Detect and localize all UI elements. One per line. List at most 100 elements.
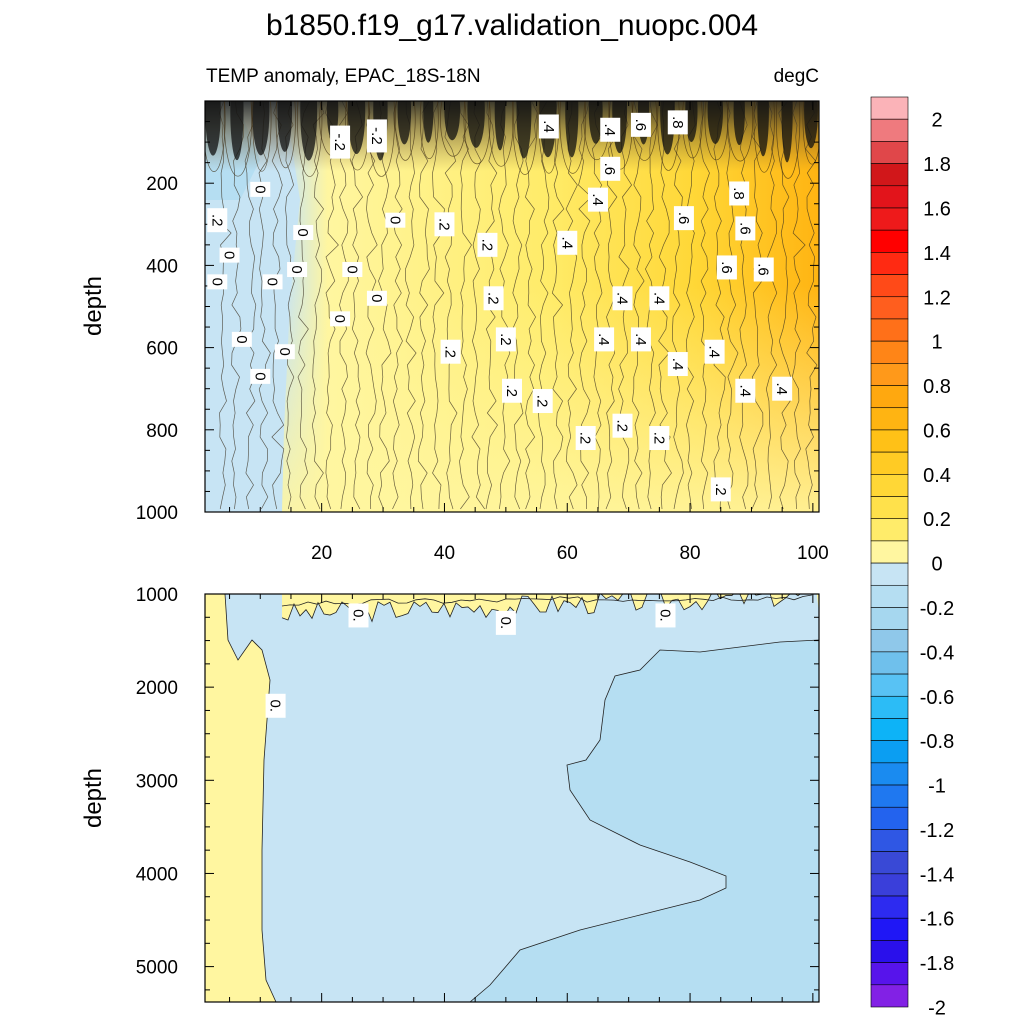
- contour-label-text: 0: [368, 294, 385, 302]
- contour-label-text: 0.: [657, 609, 674, 622]
- upper-dark-blob: [516, 101, 532, 159]
- contour-label: 0: [330, 311, 351, 327]
- colorbar-label: 1.6: [923, 198, 951, 220]
- colorbar-box: [870, 340, 909, 364]
- colorbar-label: 1.2: [923, 287, 951, 309]
- contour-label-box: [342, 262, 363, 278]
- lower-contour-lines: [224, 594, 819, 1002]
- lower-frame: [204, 593, 820, 1003]
- contour-label-text: 0: [251, 372, 268, 380]
- contour-label-text: 0.: [497, 617, 514, 630]
- contour-label-text: .4: [773, 382, 790, 395]
- colorbar-label: -0.4: [920, 642, 954, 664]
- contour-label: .4: [600, 117, 621, 142]
- colorbar-label: 1.4: [923, 243, 951, 265]
- contour-label-text: 0: [233, 335, 250, 343]
- contour-label: .4: [557, 230, 578, 255]
- contour-label-text: 0: [288, 265, 305, 273]
- contour-label-box: [704, 339, 725, 364]
- colorbar-box: [870, 718, 909, 741]
- colorbar-label: 0: [931, 554, 942, 576]
- colorbar-box: [870, 229, 909, 253]
- contour-label-box: [207, 274, 228, 290]
- upper-dark-blob: [397, 101, 412, 145]
- contour-label-text: .4: [589, 193, 606, 206]
- contour-label-box: [440, 339, 461, 364]
- contour-label: 0: [342, 262, 363, 278]
- colorbar-box: [870, 784, 909, 808]
- contour-label: -.2: [330, 125, 351, 159]
- lower-ytick-label: 2000: [136, 678, 178, 699]
- colorbar-box: [870, 118, 909, 142]
- lower-axis-ticks: 1000 2000 3000 4000 5000: [136, 585, 819, 1002]
- contour-label-box: [710, 477, 731, 502]
- contour-label-box: [649, 286, 670, 311]
- contour-label: 0: [219, 247, 240, 263]
- contour-label-box: [667, 352, 688, 377]
- contour-label-text: .4: [540, 120, 557, 133]
- lower-warm-left: [205, 594, 276, 1002]
- contour-label-text: .4: [601, 124, 618, 137]
- contour-label: .4: [587, 187, 608, 212]
- upper-panel: 20 40 60 80 100 200 400 600 800 1000 -.2 -.2 .4 .4 .6…: [80, 100, 829, 564]
- contour-label: .4: [772, 376, 793, 401]
- upper-dark-blob: [277, 101, 293, 152]
- colorbar-box: [870, 163, 909, 187]
- lower-contour-labels: 0. 0. 0. 0.: [265, 603, 676, 718]
- contour-label-box: [293, 225, 314, 241]
- contour-label-box: [250, 181, 271, 197]
- contour-label: .2: [710, 477, 731, 502]
- contour-label-box: [716, 255, 737, 280]
- contour-label-box: [262, 274, 283, 290]
- contour-label-text: .2: [503, 384, 520, 397]
- upper-dark-blob-ring: [775, 101, 801, 179]
- contour-label-text: .6: [736, 222, 753, 235]
- contour-label: .6: [735, 216, 756, 241]
- contour-label: 0: [366, 290, 387, 306]
- colorbar-label: -2: [928, 998, 946, 1020]
- upper-dark-blob-ring: [297, 101, 323, 177]
- upper-dark-blob-ring: [727, 101, 754, 162]
- contour-label: .2: [502, 378, 522, 403]
- colorbar-box: [870, 96, 909, 120]
- contour-label-text: .8: [669, 116, 686, 129]
- contour-label-box: [630, 112, 651, 137]
- contour-label-text: 0: [221, 251, 238, 259]
- colorbar-box: [870, 296, 909, 320]
- upper-dark-blob-ring: [345, 101, 370, 171]
- colorbar-box: [870, 651, 909, 675]
- colorbar-box: [870, 407, 909, 431]
- contour-label-text: .2: [614, 419, 631, 432]
- contour-label: .4: [735, 378, 756, 403]
- colorbar-label: -0.6: [920, 687, 954, 709]
- contour-label-text: 0: [276, 348, 293, 356]
- colorbar-box: [870, 540, 909, 564]
- colorbar-box: [870, 629, 909, 653]
- contour-label: 0: [250, 181, 271, 197]
- upper-ytick-label: 800: [146, 421, 178, 442]
- contour-label-box: [587, 187, 608, 212]
- contour-label-box: [594, 327, 615, 352]
- upper-dark-blob-ring: [205, 101, 226, 172]
- upper-dark-blob: [539, 101, 557, 158]
- contour-label-text: 0: [208, 278, 225, 286]
- upper-ylabel: depth: [80, 276, 107, 336]
- contour-label-text: .4: [669, 358, 686, 371]
- colorbar-box: [870, 141, 909, 164]
- lower-warm-top: [282, 594, 819, 622]
- colorbar-box: [870, 962, 909, 986]
- contour-label-text: .6: [755, 263, 772, 276]
- upper-dark-blob: [347, 101, 366, 155]
- upper-dark-blob-ring: [463, 101, 491, 165]
- contour-label-text: .2: [208, 214, 225, 227]
- contour-label: .2: [207, 208, 228, 233]
- contour-label-box: [729, 181, 750, 206]
- contour-label-box: [655, 603, 676, 628]
- upper-dark-blob-ring: [753, 101, 775, 173]
- lower-ylabel: depth: [80, 768, 107, 828]
- colorbar-label: -1.8: [920, 953, 954, 975]
- upper-xtick-label: 60: [557, 543, 578, 564]
- colorbar-box: [870, 762, 909, 786]
- colorbar-box: [870, 851, 909, 875]
- colorbar-box: [870, 829, 909, 852]
